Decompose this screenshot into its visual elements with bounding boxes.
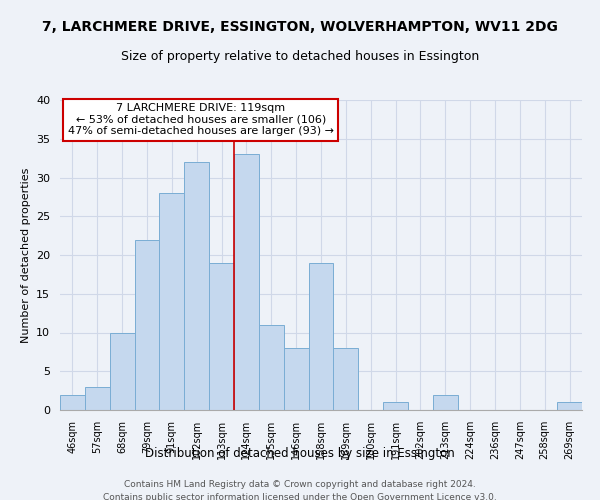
Text: Distribution of detached houses by size in Essington: Distribution of detached houses by size … <box>145 448 455 460</box>
Bar <box>383 402 408 410</box>
Bar <box>433 394 458 410</box>
Bar <box>259 325 284 410</box>
Bar <box>308 263 334 410</box>
Text: Contains public sector information licensed under the Open Government Licence v3: Contains public sector information licen… <box>103 492 497 500</box>
Text: Contains HM Land Registry data © Crown copyright and database right 2024.: Contains HM Land Registry data © Crown c… <box>124 480 476 489</box>
Bar <box>134 240 160 410</box>
Text: Size of property relative to detached houses in Essington: Size of property relative to detached ho… <box>121 50 479 63</box>
Bar <box>209 263 234 410</box>
Text: 7 LARCHMERE DRIVE: 119sqm
← 53% of detached houses are smaller (106)
47% of semi: 7 LARCHMERE DRIVE: 119sqm ← 53% of detac… <box>68 103 334 136</box>
Bar <box>184 162 209 410</box>
Bar <box>284 348 308 410</box>
Text: 7, LARCHMERE DRIVE, ESSINGTON, WOLVERHAMPTON, WV11 2DG: 7, LARCHMERE DRIVE, ESSINGTON, WOLVERHAM… <box>42 20 558 34</box>
Bar <box>110 332 134 410</box>
Bar <box>234 154 259 410</box>
Y-axis label: Number of detached properties: Number of detached properties <box>20 168 31 342</box>
Bar <box>85 387 110 410</box>
Bar <box>334 348 358 410</box>
Bar <box>60 394 85 410</box>
Bar <box>160 193 184 410</box>
Bar <box>557 402 582 410</box>
